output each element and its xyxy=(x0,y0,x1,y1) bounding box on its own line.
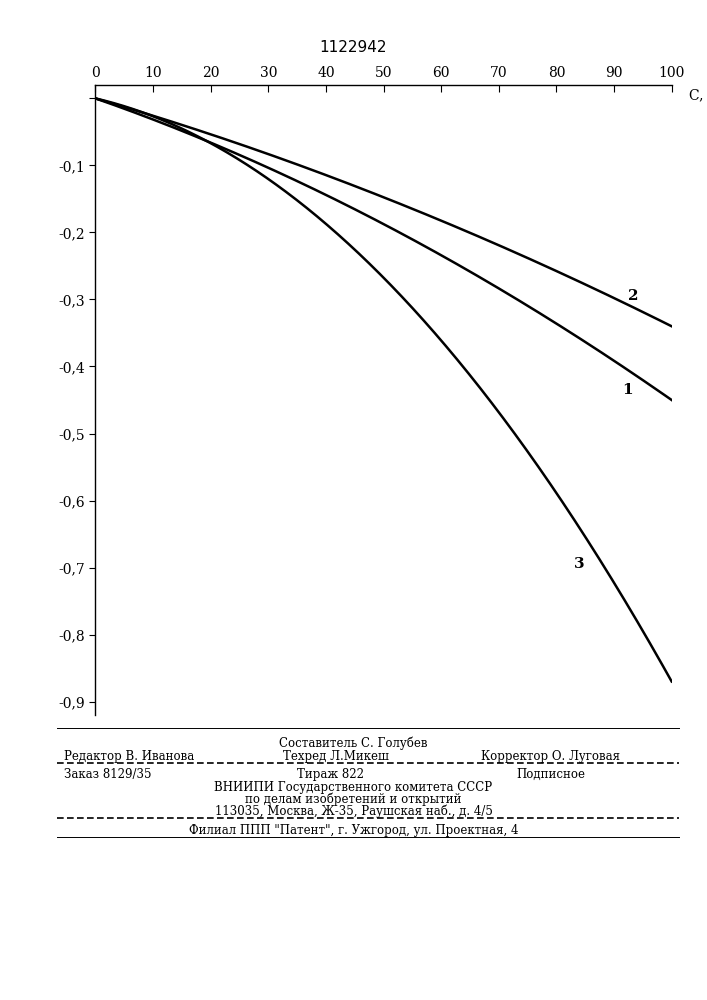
Text: Составитель С. Голубев: Составитель С. Голубев xyxy=(279,737,428,750)
Text: Тираж 822: Тираж 822 xyxy=(297,768,364,781)
Text: 1122942: 1122942 xyxy=(320,40,387,55)
Text: Филиал ППП "Патент", г. Ужгород, ул. Проектная, 4: Филиал ППП "Патент", г. Ужгород, ул. Про… xyxy=(189,824,518,837)
Text: 1: 1 xyxy=(623,383,633,397)
Text: 3: 3 xyxy=(573,557,584,571)
Text: C, масс. %: C, масс. % xyxy=(689,88,707,102)
Text: 113035, Москва, Ж-35, Раушская наб., д. 4/5: 113035, Москва, Ж-35, Раушская наб., д. … xyxy=(214,805,493,818)
Text: Подписное: Подписное xyxy=(516,768,585,781)
Text: Редактор В. Иванова: Редактор В. Иванова xyxy=(64,750,194,763)
Text: ВНИИПИ Государственного комитета СССР: ВНИИПИ Государственного комитета СССР xyxy=(214,781,493,794)
Text: Техред Л.Микеш: Техред Л.Микеш xyxy=(283,750,389,763)
Text: Заказ 8129/35: Заказ 8129/35 xyxy=(64,768,151,781)
Text: по делам изобретений и открытий: по делам изобретений и открытий xyxy=(245,793,462,806)
Text: 2: 2 xyxy=(629,289,639,303)
Text: Корректор О. Луговая: Корректор О. Луговая xyxy=(481,750,620,763)
